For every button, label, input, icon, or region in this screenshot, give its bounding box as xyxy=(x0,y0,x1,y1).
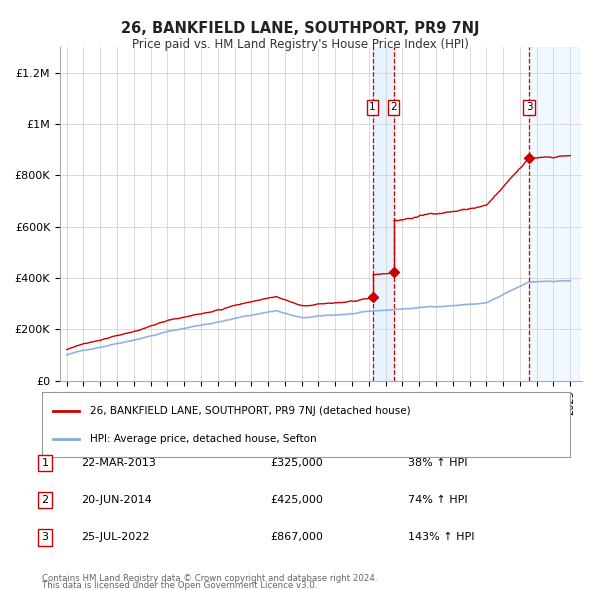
Bar xyxy=(529,47,578,381)
Text: 2: 2 xyxy=(390,102,397,112)
Text: 25-JUL-2022: 25-JUL-2022 xyxy=(81,533,149,542)
Text: 143% ↑ HPI: 143% ↑ HPI xyxy=(408,533,475,542)
Text: Contains HM Land Registry data © Crown copyright and database right 2024.: Contains HM Land Registry data © Crown c… xyxy=(42,573,377,582)
Text: 26, BANKFIELD LANE, SOUTHPORT, PR9 7NJ: 26, BANKFIELD LANE, SOUTHPORT, PR9 7NJ xyxy=(121,21,479,35)
Text: 26, BANKFIELD LANE, SOUTHPORT, PR9 7NJ (detached house): 26, BANKFIELD LANE, SOUTHPORT, PR9 7NJ (… xyxy=(89,405,410,415)
Text: 3: 3 xyxy=(41,533,49,542)
Text: 1: 1 xyxy=(369,102,376,112)
Text: 2: 2 xyxy=(41,496,49,505)
Text: 3: 3 xyxy=(526,102,533,112)
Text: 20-JUN-2014: 20-JUN-2014 xyxy=(81,496,152,505)
Text: £425,000: £425,000 xyxy=(270,496,323,505)
Text: £867,000: £867,000 xyxy=(270,533,323,542)
Text: 1: 1 xyxy=(41,458,49,468)
Bar xyxy=(373,47,394,381)
Text: 22-MAR-2013: 22-MAR-2013 xyxy=(81,458,156,468)
Text: £325,000: £325,000 xyxy=(270,458,323,468)
Text: Price paid vs. HM Land Registry's House Price Index (HPI): Price paid vs. HM Land Registry's House … xyxy=(131,38,469,51)
Text: This data is licensed under the Open Government Licence v3.0.: This data is licensed under the Open Gov… xyxy=(42,581,317,590)
Text: 74% ↑ HPI: 74% ↑ HPI xyxy=(408,496,467,505)
Text: HPI: Average price, detached house, Sefton: HPI: Average price, detached house, Seft… xyxy=(89,434,316,444)
Text: 38% ↑ HPI: 38% ↑ HPI xyxy=(408,458,467,468)
